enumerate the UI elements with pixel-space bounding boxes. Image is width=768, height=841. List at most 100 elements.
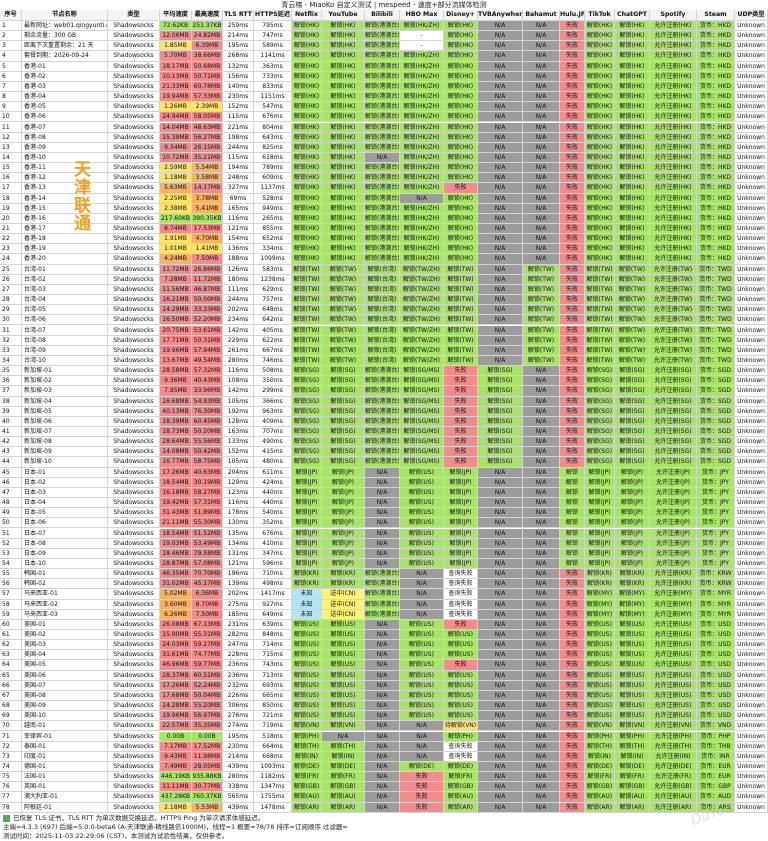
cell: 解锁(SG) [585,447,615,458]
cell: 1.26MB [160,102,192,113]
cell: 解锁(HK) [322,31,365,42]
cell: 1347ms [254,782,292,793]
cell: 失败 [560,721,585,732]
cell: 解锁(TW) [585,315,615,326]
cell: 解锁(JP) [585,477,615,488]
cell: N/A [478,284,523,296]
cell: 136ms [223,244,254,255]
cell: N/A [523,538,560,549]
cell: 2.25MB [160,193,192,204]
cell: N/A [400,741,444,752]
cell: 121ms [223,558,254,570]
cell: N/A [523,213,560,224]
cell: Shadowsocks [108,193,160,204]
cell: 1141ms [254,51,292,62]
cell: N/A [365,731,400,742]
cell: N/A [365,538,400,549]
cell: Shadowsocks [108,203,160,214]
cell: 38 [0,396,22,407]
cell: Unknown [735,487,768,499]
cell: 解锁(台湾) [365,335,400,346]
cell: Unknown [735,122,768,133]
cell: 解锁(TW) [523,305,560,316]
cell: 香港-12 [22,173,108,184]
cell: 105ms [223,396,254,407]
cell: 解锁(JP) [322,548,365,559]
cell: Shadowsocks [108,305,160,316]
cell: 解锁(港澳台) [365,244,400,255]
cell: 解锁(港澳台) [365,41,400,52]
cell: 解锁(US) [585,711,615,722]
cell: 台湾-09 [22,345,108,356]
cell: 解锁(港澳台) [365,122,400,133]
cell: 解锁(HK) [444,163,478,174]
cell: 45 [0,467,22,478]
cell: 363ms [254,61,292,72]
cell: 解锁(HK) [322,112,365,123]
cell: 解锁(HK) [585,31,615,42]
cell: 允许注册(HK) [650,102,697,113]
cell: N/A [365,741,400,752]
cell: 解锁(FR) [292,772,322,783]
cell: 解锁(HK) [615,102,650,113]
cell: 565ms [223,792,254,803]
cell: N/A [478,112,523,123]
cell: 2.59MB [160,163,192,174]
cell: 4.70MB [192,234,223,245]
cell: N/A [478,558,523,570]
cell: 1755ms [254,792,292,803]
cell: N/A [523,173,560,184]
cell: 解锁(US) [615,711,650,722]
cell: 待解锁(VN) [444,721,478,732]
cell: 15 [0,163,22,174]
cell: 解锁(SG) [585,376,615,387]
cell: 26.15MB [192,142,223,153]
cell: Shadowsocks [108,102,160,113]
cell: 允许注册(SG) [650,376,697,387]
cell: 货币：TWD [697,315,735,326]
cell: Shadowsocks [108,518,160,529]
cell: N/A [523,203,560,214]
cell: 解锁(SG) [292,447,322,458]
cell: 17.26MB [160,680,192,691]
cell: 失败 [560,142,585,153]
cell: 解锁(HK/ZH) [400,112,444,123]
cell: 解锁(JP) [322,518,365,529]
cell: 244ms [223,295,254,306]
cell: N/A [523,498,560,509]
cell: N/A [523,244,560,255]
cell: 失败 [560,792,585,803]
cell: N/A [478,741,523,752]
cell: 解锁(HK) [585,193,615,204]
cell: 解锁(HK) [615,61,650,72]
cell: 货币：HKD [697,122,735,133]
cell: TikTok [585,10,615,21]
cell: 解锁(JP) [322,528,365,539]
cell: N/A [523,92,560,103]
cell: 解锁(TW/ZH) [400,325,444,336]
cell: 350ms [254,376,292,387]
cell: 解锁(JP) [292,508,322,519]
cell: 失败 [560,650,585,661]
cell: 7.95MB [160,386,192,397]
cell: 解锁(JP) [444,487,478,499]
cell: 178ms [223,508,254,519]
cell: 6.26MB [160,609,192,620]
cell: 货币：HKD [697,213,735,224]
cell: 货币：MYR [697,599,735,610]
cell: 解锁(港澳台) [365,203,400,214]
cell: N/A [400,599,444,610]
cell: 789ms [254,163,292,174]
cell: N/A [478,213,523,224]
cell: 允许注册(HK) [650,71,697,82]
cell: 货币：KRW [697,579,735,590]
cell: 28.87MB [160,558,192,570]
cell: 58.75MB [192,457,223,468]
cell: Shadowsocks [108,487,160,499]
cell: 334ms [254,244,292,255]
cell: 解锁(US) [292,630,322,641]
cell: 新加坡-09 [22,447,108,458]
cell: N/A [400,609,444,620]
cell: Shadowsocks [108,315,160,326]
cell: Shadowsocks [108,690,160,702]
